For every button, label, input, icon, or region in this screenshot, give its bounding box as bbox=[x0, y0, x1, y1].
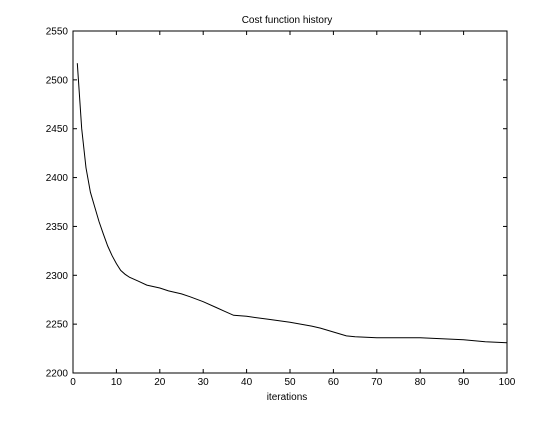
x-tick-label: 50 bbox=[284, 377, 296, 388]
series-line bbox=[76, 63, 508, 344]
y-tick-label: 2550 bbox=[46, 27, 69, 38]
x-tick-label: 60 bbox=[328, 377, 340, 388]
y-axis-ticks: 2200 2250 2300 2350 2400 2450 2500 2550 bbox=[46, 27, 507, 380]
x-tick-label: 40 bbox=[241, 377, 253, 388]
x-tick-label: 90 bbox=[458, 377, 470, 388]
x-tick-label: 70 bbox=[371, 377, 383, 388]
x-tick-label: 0 bbox=[70, 377, 76, 388]
x-tick-label: 100 bbox=[499, 377, 516, 388]
plot-area-frame bbox=[72, 30, 508, 374]
x-tick-label: 80 bbox=[415, 377, 427, 388]
y-tick-label: 2350 bbox=[46, 222, 69, 233]
y-tick-label: 2300 bbox=[46, 271, 69, 282]
y-tick-label: 2500 bbox=[46, 75, 69, 86]
x-axis-ticks: 0 10 20 30 40 50 60 70 80 90 100 bbox=[70, 31, 516, 388]
y-tick-label: 2250 bbox=[46, 320, 69, 331]
x-tick-label: 30 bbox=[198, 377, 210, 388]
y-tick-label: 2200 bbox=[46, 369, 69, 380]
y-tick-label: 2450 bbox=[46, 124, 69, 135]
x-tick-label: 10 bbox=[111, 377, 123, 388]
y-tick-label: 2400 bbox=[46, 173, 69, 184]
x-axis-label: iterations bbox=[267, 392, 308, 403]
chart-title: Cost function history bbox=[242, 15, 333, 26]
x-tick-label: 20 bbox=[154, 377, 166, 388]
